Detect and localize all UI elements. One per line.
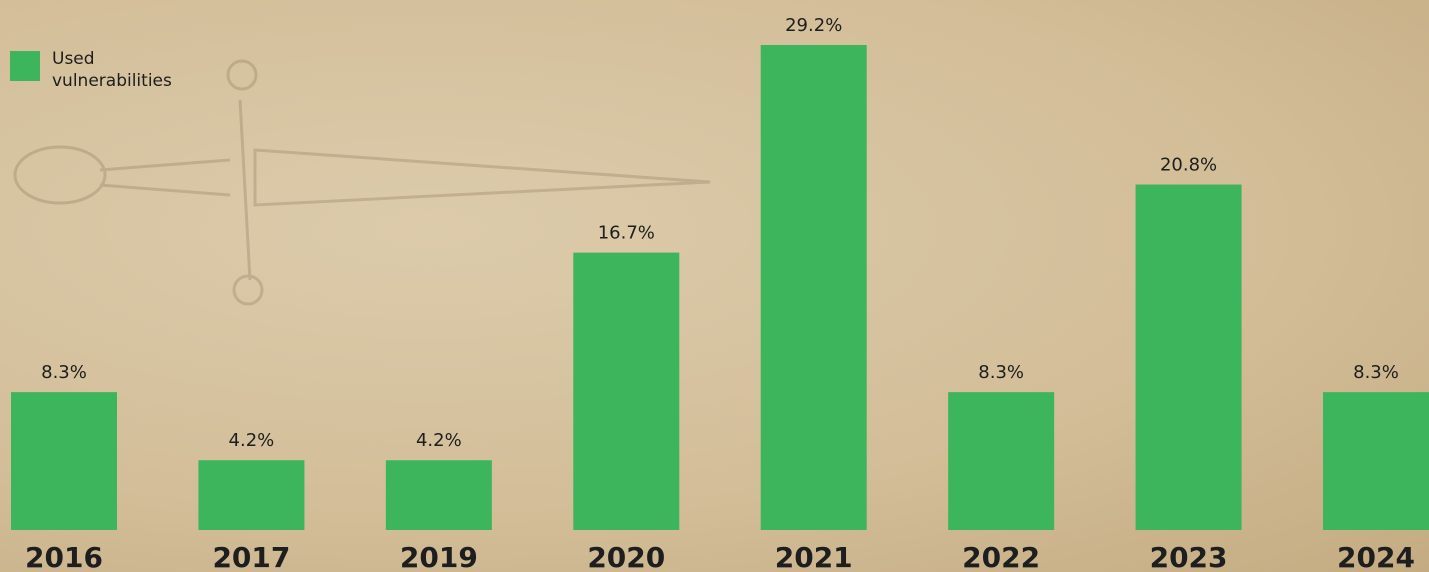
- x-tick-label: 2023: [1150, 541, 1228, 572]
- bar: [385, 460, 492, 530]
- bar: [760, 45, 867, 530]
- x-tick-label: 2021: [775, 541, 853, 572]
- x-tick-label: 2022: [962, 541, 1040, 572]
- plot-area: 8.3% 2016 4.2% 2017 4.2% 2019 16.7% 2020 29.2% 20…: [11, 15, 1429, 572]
- legend: Used vulnerabilities: [10, 48, 192, 92]
- legend-swatch: [10, 51, 40, 81]
- x-tick-label: 2017: [212, 541, 290, 572]
- legend-label: Used vulnerabilities: [52, 49, 172, 91]
- value-label: 8.3%: [1353, 362, 1399, 383]
- value-label: 20.8%: [1160, 155, 1217, 176]
- dagger-decoration: [13, 59, 711, 306]
- x-tick-label: 2024: [1337, 541, 1415, 572]
- bar: [573, 252, 680, 530]
- bar: [11, 392, 117, 530]
- value-label: 29.2%: [785, 15, 842, 36]
- bar: [948, 392, 1055, 530]
- value-label: 16.7%: [598, 223, 655, 244]
- bar: [198, 460, 305, 530]
- x-tick-label: 2019: [400, 541, 478, 572]
- x-tick-label: 2020: [587, 541, 665, 572]
- value-label: 4.2%: [416, 430, 462, 451]
- bar: [1323, 392, 1429, 530]
- bar: [1135, 184, 1242, 530]
- x-tick-label: 2016: [25, 541, 103, 572]
- value-label: 8.3%: [41, 362, 87, 383]
- value-label: 4.2%: [229, 430, 275, 451]
- value-label: 8.3%: [978, 362, 1024, 383]
